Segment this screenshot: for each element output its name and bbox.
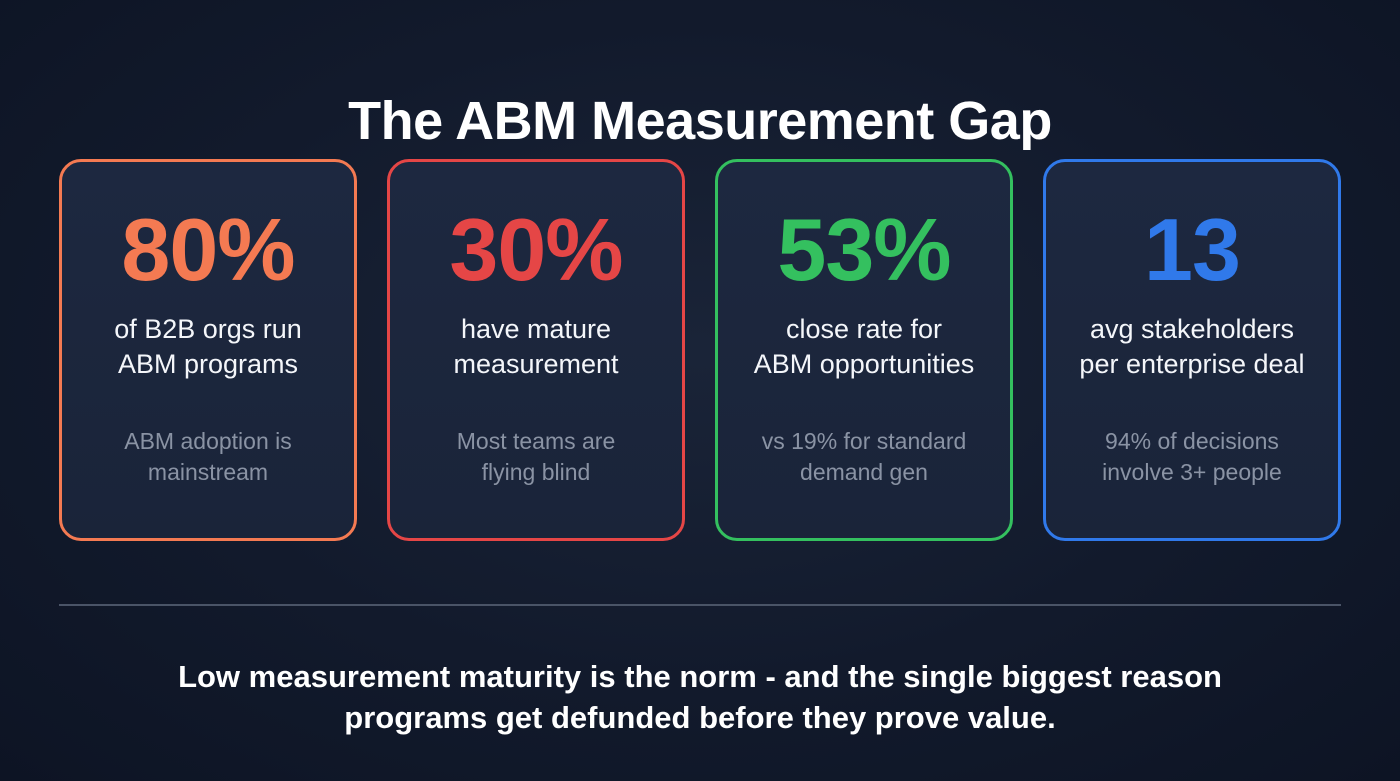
section-divider [59,604,1341,606]
stat-label: close rate for ABM opportunities [718,312,1010,382]
stat-card-close-rate: 53% close rate for ABM opportunities vs … [715,159,1013,541]
stat-label-line: ABM opportunities [753,349,975,379]
stat-value: 13 [1144,200,1241,299]
stat-note: vs 19% for standard demand gen [718,426,1010,488]
stat-note-line: mainstream [147,459,269,485]
stat-label-line: of B2B orgs run [114,314,302,344]
stat-cards: 80% of B2B orgs run ABM programs ABM ado… [59,159,1341,541]
stat-label: avg stakeholders per enterprise deal [1046,312,1338,382]
stat-label-line: close rate for [785,314,943,344]
stat-card-stakeholders: 13 avg stakeholders per enterprise deal … [1043,159,1341,541]
stat-card-adoption: 80% of B2B orgs run ABM programs ABM ado… [59,159,357,541]
stat-note: ABM adoption is mainstream [62,426,354,488]
stat-label-line: ABM programs [117,349,299,379]
stat-label-line: per enterprise deal [1079,349,1305,379]
stat-note-line: Most teams are [456,428,616,454]
footer-summary: Low measurement maturity is the norm - a… [0,656,1400,738]
stat-note: 94% of decisions involve 3+ people [1046,426,1338,488]
stat-label: have mature measurement [390,312,682,382]
footer-line: Low measurement maturity is the norm - a… [178,659,1222,694]
stat-card-measurement: 30% have mature measurement Most teams a… [387,159,685,541]
stat-note-line: ABM adoption is [124,428,292,454]
footer-line: programs get defunded before they prove … [344,700,1056,735]
stat-label-line: have mature [460,314,612,344]
stat-note: Most teams are flying blind [390,426,682,488]
stat-value: 30% [449,200,623,299]
page-title: The ABM Measurement Gap [348,91,1052,152]
stat-note-line: demand gen [800,459,928,485]
stat-label-line: avg stakeholders [1089,314,1295,344]
stat-value: 53% [777,200,951,299]
stat-note-line: 94% of decisions [1105,428,1279,454]
stat-note-line: vs 19% for standard [761,428,967,454]
stat-note-line: involve 3+ people [1102,459,1282,485]
stat-label: of B2B orgs run ABM programs [62,312,354,382]
stat-note-line: flying blind [481,459,591,485]
stat-value: 80% [121,200,295,299]
stat-label-line: measurement [453,349,619,379]
